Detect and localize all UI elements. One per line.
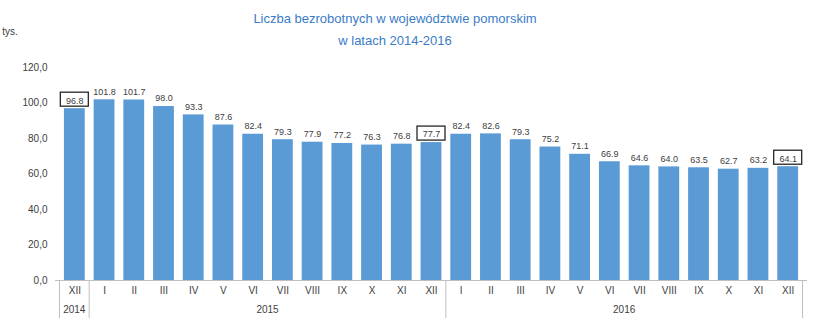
svg-text:40,0: 40,0 — [28, 204, 48, 215]
svg-text:tys.: tys. — [2, 26, 18, 37]
svg-text:79.3: 79.3 — [274, 127, 292, 137]
svg-text:VII: VII — [277, 285, 289, 296]
svg-text:2016: 2016 — [613, 304, 636, 315]
svg-text:77.2: 77.2 — [334, 130, 352, 140]
svg-text:64.6: 64.6 — [631, 153, 649, 163]
svg-text:II: II — [131, 285, 137, 296]
svg-text:79.3: 79.3 — [512, 127, 530, 137]
svg-text:82.4: 82.4 — [452, 121, 470, 131]
svg-text:VII: VII — [633, 285, 645, 296]
svg-text:IV: IV — [546, 285, 556, 296]
svg-text:63.2: 63.2 — [750, 155, 768, 165]
svg-text:75.2: 75.2 — [542, 134, 560, 144]
svg-text:100,0: 100,0 — [22, 97, 47, 108]
svg-text:63.5: 63.5 — [690, 155, 708, 165]
svg-text:VIII: VIII — [662, 285, 677, 296]
svg-text:62.7: 62.7 — [720, 156, 738, 166]
svg-text:0,0: 0,0 — [34, 275, 48, 286]
svg-text:64.0: 64.0 — [661, 154, 679, 164]
svg-text:64.1: 64.1 — [779, 154, 797, 164]
html-text:Liczba bezrobotnych w wojewódz: Liczba bezrobotnych w województwie pomor… — [253, 11, 537, 26]
svg-text:87.6: 87.6 — [215, 112, 233, 122]
svg-text:VI: VI — [605, 285, 614, 296]
svg-text:V: V — [577, 285, 584, 296]
svg-text:IX: IX — [338, 285, 348, 296]
svg-text:82.4: 82.4 — [244, 121, 262, 131]
svg-text:2014: 2014 — [63, 304, 86, 315]
svg-text:X: X — [725, 285, 732, 296]
svg-text:X: X — [369, 285, 376, 296]
svg-text:VIII: VIII — [305, 285, 320, 296]
svg-text:IV: IV — [189, 285, 199, 296]
svg-text:20,0: 20,0 — [28, 239, 48, 250]
svg-text:71.1: 71.1 — [571, 141, 589, 151]
svg-text:77.7: 77.7 — [423, 129, 441, 139]
svg-text:V: V — [220, 285, 227, 296]
svg-text:82.6: 82.6 — [482, 121, 500, 131]
svg-text:76.8: 76.8 — [393, 131, 411, 141]
svg-text:I: I — [103, 285, 106, 296]
svg-text:III: III — [516, 285, 524, 296]
svg-text:IX: IX — [694, 285, 704, 296]
svg-text:80,0: 80,0 — [28, 133, 48, 144]
svg-text:XI: XI — [397, 285, 406, 296]
svg-text:60,0: 60,0 — [28, 168, 48, 179]
svg-text:III: III — [160, 285, 168, 296]
svg-text:76.3: 76.3 — [363, 132, 381, 142]
svg-text:I: I — [460, 285, 463, 296]
svg-text:XII: XII — [425, 285, 437, 296]
svg-text:120,0: 120,0 — [22, 62, 47, 73]
svg-text:VI: VI — [248, 285, 257, 296]
svg-text:77.9: 77.9 — [304, 129, 322, 139]
svg-text:66.9: 66.9 — [601, 149, 619, 159]
svg-text:II: II — [488, 285, 494, 296]
html-text:w latach 2014-2016: w latach 2014-2016 — [338, 33, 452, 48]
svg-text:XI: XI — [754, 285, 763, 296]
svg-text:101.8: 101.8 — [93, 87, 116, 97]
svg-text:2015: 2015 — [256, 304, 279, 315]
svg-text:101.7: 101.7 — [123, 87, 146, 97]
svg-text:98.0: 98.0 — [155, 93, 173, 103]
svg-text:93.3: 93.3 — [185, 102, 203, 112]
svg-text:XII: XII — [69, 285, 81, 296]
svg-text:XII: XII — [782, 285, 794, 296]
svg-text:96.8: 96.8 — [66, 96, 84, 106]
